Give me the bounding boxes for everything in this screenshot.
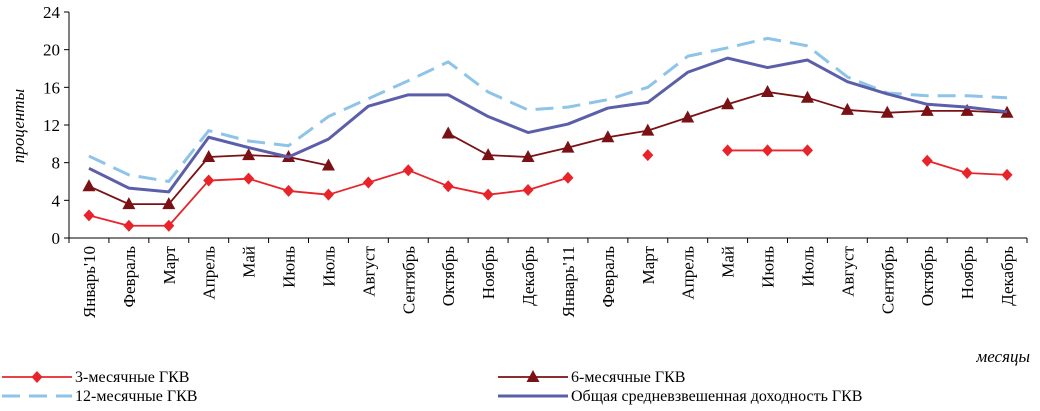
x-tick-label: Июль	[798, 246, 817, 287]
x-tick-labels: Январь'10 Февраль Март Апрель Май Июнь Июль Авг…	[68, 238, 1028, 318]
data-point	[762, 144, 774, 157]
data-point	[921, 154, 933, 167]
data-point	[242, 148, 256, 161]
legend-label: Общая средневзвешенная доходность ГКВ	[571, 388, 862, 405]
x-tick-label: Апрель	[200, 246, 219, 300]
x-tick-label: Октябрь	[439, 246, 458, 306]
data-point	[526, 370, 540, 382]
data-point	[880, 105, 894, 118]
data-point	[722, 144, 734, 157]
y-tick-label: 12	[43, 116, 60, 135]
x-tick-label: Ноябрь	[479, 246, 498, 299]
x-tick-label: Март	[160, 245, 179, 284]
legend-item: 3-месячные ГКВ	[2, 369, 189, 386]
series-2	[82, 85, 1014, 210]
data-point	[482, 188, 494, 201]
series-3	[88, 36, 1008, 183]
legend-item: Общая средневзвешенная доходность ГКВ	[498, 388, 862, 405]
x-tick-label: Январь'10	[80, 246, 99, 318]
data-point	[562, 171, 574, 184]
x-tick-label: Октябрь	[918, 246, 937, 306]
data-point	[800, 90, 814, 103]
x-tick-label: Июнь	[759, 246, 778, 288]
data-point	[322, 188, 334, 201]
x-tick-label: Сентябрь	[878, 246, 897, 314]
y-tick-label: 24	[43, 3, 61, 22]
x-tick-label: Май	[719, 246, 738, 278]
legend-label: 6-месячные ГКВ	[571, 369, 685, 386]
legend-label: 12-месячные ГКВ	[75, 388, 197, 405]
data-point	[642, 149, 654, 162]
x-tick-label: Июнь	[280, 246, 299, 288]
data-point	[960, 103, 974, 116]
data-point	[721, 97, 735, 110]
data-point	[681, 110, 695, 123]
y-tick-label: 20	[43, 41, 60, 60]
x-tick-label: Февраль	[599, 246, 618, 308]
x-tick-label: Июль	[319, 246, 338, 287]
data-point	[83, 209, 95, 222]
data-point	[163, 219, 175, 232]
data-point	[321, 158, 335, 171]
data-point	[402, 164, 414, 177]
data-point	[442, 180, 454, 193]
data-point	[840, 102, 854, 115]
data-point	[122, 197, 136, 210]
data-point	[162, 197, 176, 210]
data-point	[31, 371, 43, 383]
data-point	[1001, 168, 1013, 181]
x-tick-label: Март	[639, 245, 658, 284]
x-tick-label: Февраль	[120, 246, 139, 308]
series-line	[88, 36, 1008, 183]
data-point	[481, 148, 495, 161]
data-point	[801, 144, 813, 157]
data-point	[202, 150, 216, 163]
x-tick-label: Сентябрь	[399, 246, 418, 314]
y-axis-label: проценты	[9, 89, 28, 163]
legend-item: 12-месячные ГКВ	[2, 388, 197, 405]
series-1	[83, 144, 1013, 232]
legend: 3-месячные ГКВ 6-месячные ГКВ 12-месячные …	[2, 369, 862, 405]
data-point	[441, 126, 455, 139]
series-layer	[82, 36, 1014, 232]
y-tick-label: 16	[43, 78, 60, 97]
x-tick-label: Ноябрь	[958, 246, 977, 299]
x-tick-label: Август	[359, 245, 378, 296]
y-tick-label: 4	[52, 191, 61, 210]
x-tick-label: Декабрь	[519, 246, 538, 306]
x-tick-label: Апрель	[679, 246, 698, 300]
y-tick-label: 0	[52, 229, 61, 248]
x-tick-label: Август	[838, 245, 857, 296]
series-4	[88, 56, 1008, 194]
x-tick-label: Декабрь	[998, 246, 1017, 306]
x-axis-label: месяцы	[975, 347, 1030, 366]
data-point	[641, 123, 655, 136]
data-point	[961, 167, 973, 180]
legend-item: 6-месячные ГКВ	[498, 369, 685, 386]
data-point	[283, 184, 295, 197]
data-point	[362, 176, 374, 189]
data-point	[203, 174, 215, 187]
y-tick-label: 8	[52, 154, 61, 173]
x-tick-label: Май	[240, 246, 259, 278]
y-tick-labels: 0 4 8 12 16 20 24	[43, 3, 69, 248]
data-point	[761, 85, 775, 98]
data-point	[601, 130, 615, 143]
data-point	[920, 103, 934, 116]
data-point	[522, 183, 534, 196]
data-point	[561, 140, 575, 153]
data-point	[243, 172, 255, 185]
legend-label: 3-месячные ГКВ	[75, 369, 189, 386]
chart-axes	[68, 12, 1027, 239]
data-point	[82, 179, 96, 192]
series-line	[88, 56, 1008, 194]
x-tick-label: Январь'11	[559, 246, 578, 317]
data-point	[521, 150, 535, 163]
data-point	[123, 219, 135, 232]
